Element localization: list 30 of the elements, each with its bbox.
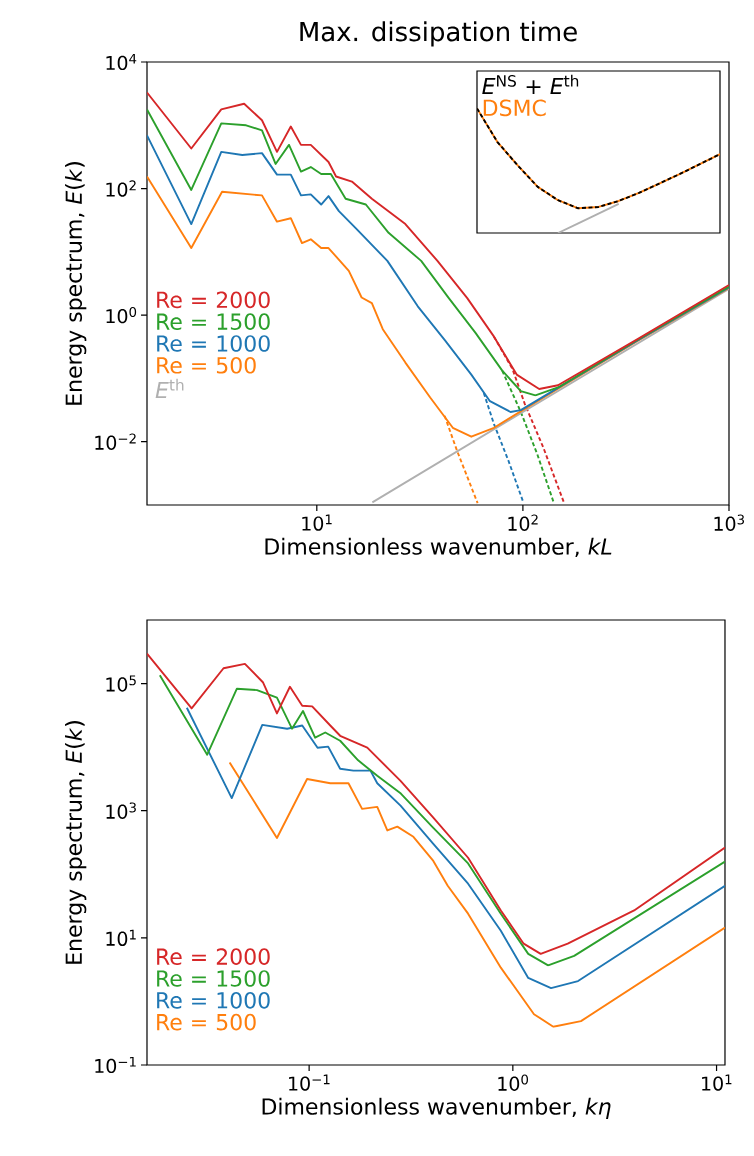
x-tick-label: 10$^{1}$ — [702, 1074, 732, 1091]
text: E$^{th}$ — [155, 378, 184, 399]
x-tick-label: 10$^{−1}$ — [289, 1074, 330, 1091]
series-label: DSMC — [483, 99, 546, 117]
series-label: E$^{NS}$ + E$^{th}$ — [482, 74, 579, 95]
text: Re = 1000 — [157, 991, 270, 1009]
y-tick-label: 10$^{−2}$ — [95, 433, 136, 450]
text: Re = 2000 — [157, 291, 270, 309]
y-tick-label: 10$^{4}$ — [106, 53, 137, 71]
y-tick-label: 10$^{5}$ — [106, 675, 136, 692]
y-tick-label: 10$^{3}$ — [106, 802, 136, 819]
x-axis-title: Dimensionless wavenumber, kL — [265, 537, 612, 558]
x-tick-label: 10$^{1}$ — [302, 514, 332, 531]
y-axis-title: Energy spectrum, E(k) — [65, 162, 87, 405]
text: Re = 1500 — [157, 970, 270, 987]
text: Re = 500 — [157, 356, 256, 374]
x-tick-label: 10$^{0}$ — [498, 1074, 529, 1091]
x-axis-title: Dimensionless wavenumber, kη — [262, 1097, 611, 1120]
y-tick-label: 10$^{2}$ — [106, 180, 136, 197]
y-tick-label: 10$^{0}$ — [106, 306, 137, 324]
text: Re = 2000 — [157, 948, 270, 965]
x-tick-label: 10$^{3}$ — [714, 514, 745, 531]
y-axis-title: Energy spectrum, E(k) — [65, 721, 87, 964]
chart-title: Max. dissipation time — [300, 21, 577, 47]
text: Re = 1500 — [157, 313, 270, 330]
y-tick-label: 10$^{1}$ — [106, 929, 136, 946]
text: Re = 1000 — [157, 335, 270, 352]
text: Re = 500 — [157, 1013, 256, 1031]
y-tick-label: 10$^{−1}$ — [95, 1056, 136, 1074]
x-tick-label: 10$^{2}$ — [508, 514, 538, 531]
